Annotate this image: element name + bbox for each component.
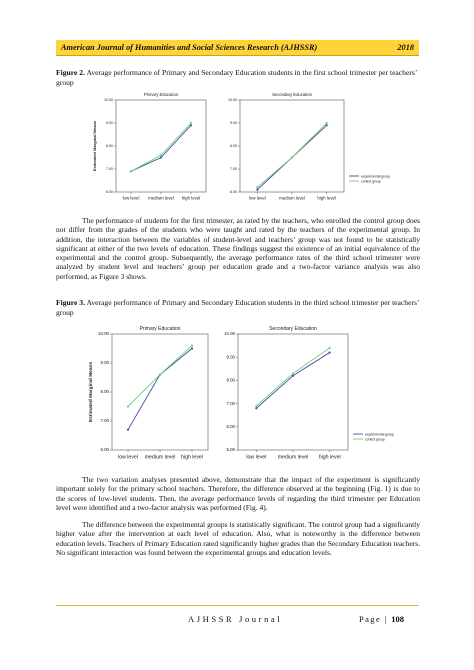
x-tick-label: low level [246,454,266,460]
paragraph-3-text: The difference between the experimental … [56,520,420,557]
y-axis-label: Estimated Marginal Means [88,362,94,423]
data-point [158,373,162,376]
paragraph-1: The performance of students for the firs… [56,216,420,281]
y-tick-label: 10.00 [228,98,237,102]
legend-label: control group [361,179,381,183]
data-point [291,374,295,377]
x-tick-label: high level [319,454,341,460]
y-tick-label: 10.00 [224,331,236,336]
journal-title: American Journal of Humanities and Socia… [61,43,318,52]
x-tick-label: high level [317,196,336,201]
y-tick-label: 7.00 [100,418,109,423]
y-tick-label: 6.00 [230,190,237,194]
y-tick-label: 8.00 [100,389,109,394]
data-point [328,351,331,354]
data-point [189,121,193,125]
footer-page-label: Page | [359,614,392,624]
x-tick-label: medium level [278,454,309,460]
y-tick-label: 7.00 [226,401,235,406]
data-point [190,347,194,350]
paragraph-1-text: The performance of students for the firs… [56,216,420,281]
figure2-caption-text: Average performance of Primary and Secon… [56,68,417,87]
y-tick-label: 8.00 [106,144,113,148]
data-point [189,124,193,127]
data-point [328,346,331,350]
footer-rule [56,605,419,607]
y-tick-label: 9.00 [226,354,235,359]
data-point [126,405,130,408]
x-tick-label: high level [181,454,203,460]
plot-frame [239,99,345,193]
paragraph-2-text: The two variation analyses presented abo… [56,475,420,512]
y-tick-label: 7.00 [106,167,113,171]
figure3-secondary-chart: Secondary Education 5.00 6.00 7.00 8.00 9.00 1… [224,326,394,460]
legend-label: experimental group [365,432,394,436]
footer-journal: AJHSSR Journal [188,614,283,624]
y-tick-label: 7.00 [230,167,237,171]
x-tick-label: medium level [145,454,176,460]
legend-label: experimental group [361,174,390,178]
y-tick-label: 10.00 [104,98,113,102]
paragraph-3: The difference between the experimental … [56,520,420,557]
figure3-label: Figure 3. [56,298,85,307]
data-point [159,154,163,157]
x-tick-label: low level [123,196,140,201]
y-tick-label: 9.00 [100,360,109,365]
y-tick-label: 6.00 [106,190,113,194]
x-tick-label: low level [118,454,138,460]
y-tick-label: 6.00 [226,424,235,429]
footer-page: Page | 108 [359,614,404,624]
paragraph-2: The two variation analyses presented abo… [56,475,420,512]
plot-frame [115,99,207,193]
data-point [159,156,163,159]
data-point [290,156,294,159]
y-axis-label: Estimated Marginal Means [92,120,97,171]
y-tick-label: 9.00 [230,121,237,125]
figure2-label: Figure 2. [56,68,85,77]
journal-year: 2018 [397,43,414,52]
footer-page-number: 108 [391,614,405,624]
data-point [256,186,259,189]
figure2-primary-chart: Primary Education 6.00 7.00 8.00 9.00 10.00 lo… [92,92,207,201]
journal-header: American Journal of Humanities and Socia… [56,40,419,56]
data-point [325,121,328,125]
x-tick-label: low level [249,196,266,201]
plot-frame [237,333,349,451]
data-point [255,407,258,410]
data-point [255,404,258,408]
chart-title: Primary Education [144,92,179,97]
chart-title: Secondary Education [272,92,312,97]
y-tick-label: 9.00 [106,121,113,125]
figure3-caption-text: Average performance of Primary and Secon… [56,298,419,317]
figure2-caption: Figure 2. Average performance of Primary… [56,68,420,87]
y-tick-label: 8.00 [230,144,237,148]
data-point [325,124,328,127]
data-point [256,188,259,191]
chart-title: Primary Education [140,326,181,332]
figure3-caption: Figure 3. Average performance of Primary… [56,298,420,317]
data-point [190,344,194,347]
y-tick-label: 5.00 [226,447,235,452]
x-tick-label: medium level [279,196,305,201]
chart-title: Secondary Education [269,326,317,332]
figure3-primary-chart: Primary Education 6.00 7.00 8.00 9.00 10.00 lo… [88,326,209,460]
y-tick-label: 8.00 [226,378,235,383]
legend-label: control group [365,437,385,441]
y-tick-label: 6.00 [100,447,109,452]
figure2-secondary-chart: Secondary Education 6.00 7.00 8.00 9.00 10.00… [228,92,390,201]
y-tick-label: 10.00 [98,331,110,336]
x-tick-label: high level [182,196,201,201]
data-point [291,372,295,375]
plot-frame [111,333,209,451]
x-tick-label: medium level [148,196,174,201]
data-point [129,170,133,173]
data-point [126,428,130,431]
